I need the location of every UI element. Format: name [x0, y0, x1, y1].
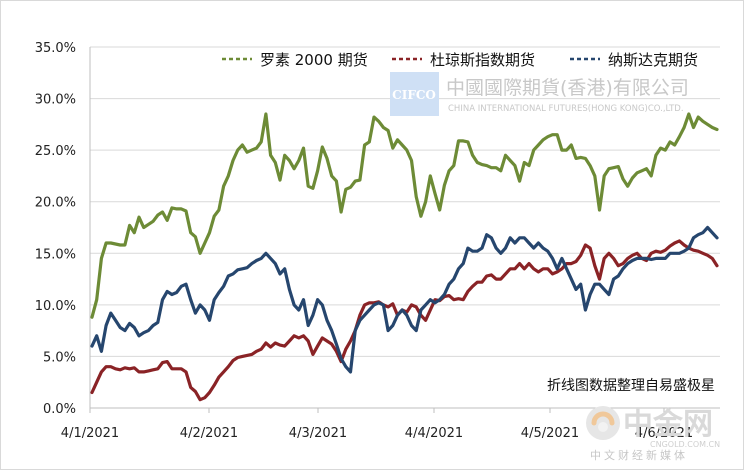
y-tick-label: 10.0%	[35, 299, 76, 314]
legend-label-2: 杜琼斯指数期货	[430, 51, 535, 69]
legend: 罗素 2000 期货 杜琼斯指数期货 纳斯达克期货	[222, 51, 698, 69]
legend-label-1: 罗素 2000 期货	[260, 51, 368, 69]
logo-text: 中金网	[623, 407, 713, 442]
y-tick-label: 30.0%	[35, 93, 76, 108]
x-tick-label: 4/6/2021	[635, 426, 693, 441]
watermark-company-cn: 中國國際期貨(香港)有限公司	[446, 77, 689, 99]
axes: 0.0% 5.0% 10.0% 15.0% 20.0% 25.0% 30.0% 35.0% 4/…	[35, 41, 720, 441]
watermark: CIFCO 中國國際期貨(香港)有限公司 CHINA INTERNATIONAL…	[390, 72, 689, 116]
site-logo: 中金网 CNGOLD.COM.CN 中文财经新媒体	[586, 406, 720, 462]
y-tick-label: 20.0%	[35, 196, 76, 211]
x-tick-label: 4/4/2021	[405, 426, 463, 441]
data-source-note: 折线图数据整理自易盛极星	[547, 378, 715, 394]
logo-mark-icon	[586, 406, 620, 440]
series-line-1	[90, 112, 719, 319]
y-tick-label: 25.0%	[35, 144, 76, 159]
legend-label-3: 纳斯达克期货	[608, 51, 698, 69]
x-tick-label: 4/1/2021	[61, 426, 119, 441]
x-tick-label: 4/3/2021	[289, 426, 347, 441]
y-tick-label: 0.0%	[43, 402, 76, 417]
y-tick-label: 35.0%	[35, 41, 76, 56]
watermark-logo-box	[390, 72, 439, 116]
logo-subtitle: 中文财经新媒体	[590, 448, 688, 462]
series-line-3	[90, 225, 719, 374]
logo-url: CNGOLD.COM.CN	[650, 440, 720, 449]
y-tick-label: 5.0%	[43, 350, 76, 365]
x-tick-label: 4/2/2021	[180, 426, 238, 441]
watermark-logo-text: CIFCO	[392, 88, 436, 102]
series-lines	[90, 112, 719, 402]
watermark-company-en: CHINA INTERNATIONAL FUTURES(HONG KONG)CO…	[448, 104, 684, 114]
y-tick-label: 15.0%	[35, 247, 76, 262]
x-tick-label: 4/5/2021	[521, 426, 579, 441]
